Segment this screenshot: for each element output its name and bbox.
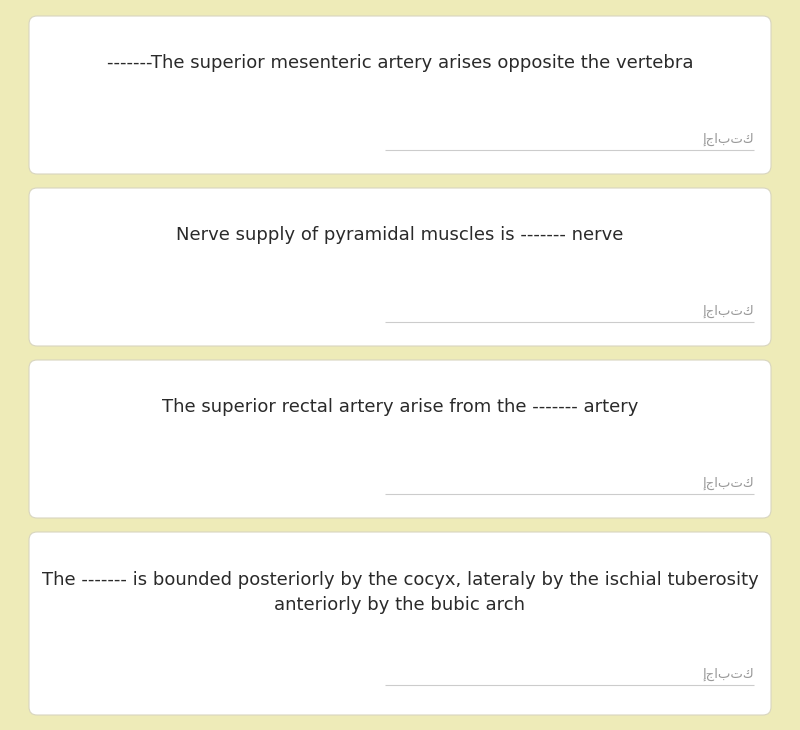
Text: The ------- is bounded posteriorly by the cocyx, lateraly by the ischial tuberos: The ------- is bounded posteriorly by th…: [42, 571, 758, 613]
Text: إجابتك: إجابتك: [702, 304, 754, 318]
FancyBboxPatch shape: [29, 188, 771, 346]
Text: إجابتك: إجابتك: [702, 477, 754, 490]
FancyBboxPatch shape: [29, 360, 771, 518]
Text: -------The superior mesenteric artery arises opposite the vertebra: -------The superior mesenteric artery ar…: [106, 54, 694, 72]
Text: إجابتك: إجابتك: [702, 132, 754, 146]
Text: Nerve supply of pyramidal muscles is ------- nerve: Nerve supply of pyramidal muscles is ---…: [176, 226, 624, 244]
FancyBboxPatch shape: [29, 532, 771, 715]
Text: إجابتك: إجابتك: [702, 668, 754, 681]
Text: The superior rectal artery arise from the ------- artery: The superior rectal artery arise from th…: [162, 398, 638, 416]
FancyBboxPatch shape: [29, 16, 771, 174]
